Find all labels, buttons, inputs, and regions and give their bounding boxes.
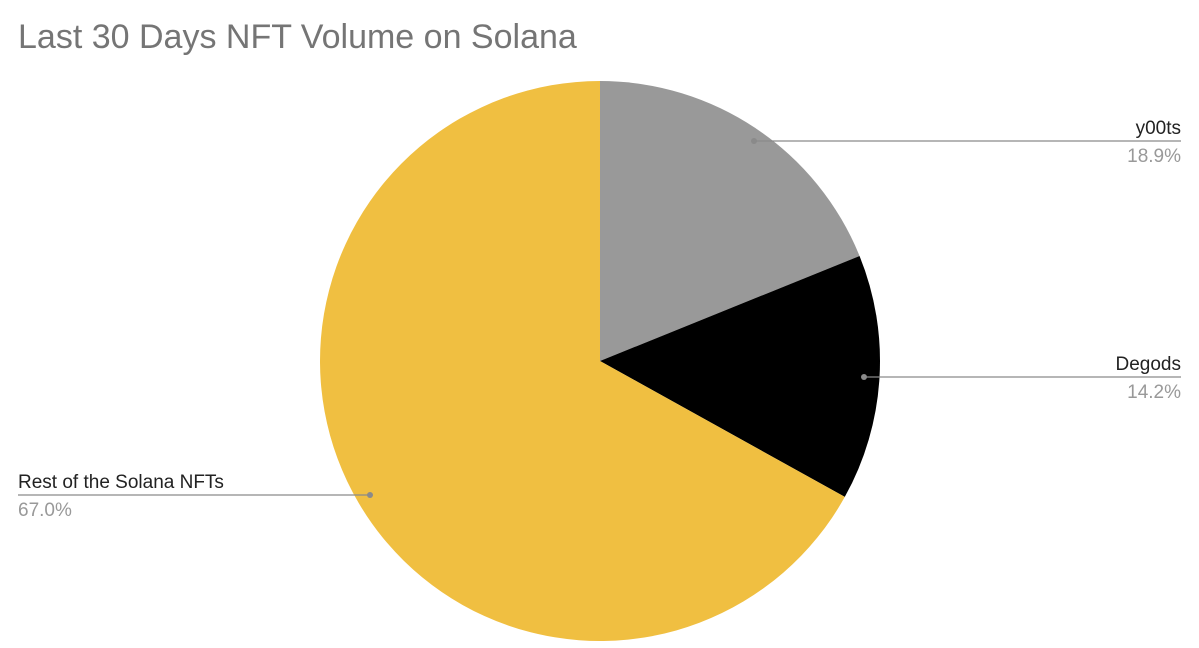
slice-label-y00ts: y00ts	[1136, 118, 1181, 139]
slice-label-degods: Degods	[1116, 354, 1182, 375]
leader-dot-y00ts	[751, 138, 757, 144]
slice-label-rest-of-the-solana-nfts: Rest of the Solana NFTs	[18, 472, 224, 493]
chart-title: Last 30 Days NFT Volume on Solana	[18, 18, 577, 56]
slice-value-degods: 14.2%	[1127, 382, 1181, 403]
slice-value-y00ts: 18.9%	[1127, 146, 1181, 167]
pie-slice-y00ts	[600, 81, 860, 361]
pie-slice-degods	[600, 255, 881, 497]
pie-slice-rest-of-the-solana-nfts	[320, 81, 845, 641]
pie-slices	[320, 81, 881, 641]
pie-labels: y00ts 18.9% Degods 14.2% Rest of the Solana …	[18, 118, 1181, 521]
leader-dot-rest-of-the-solana-nfts	[367, 492, 373, 498]
leader-dot-degods	[861, 374, 867, 380]
slice-value-rest-of-the-solana-nfts: 67.0%	[18, 500, 72, 521]
